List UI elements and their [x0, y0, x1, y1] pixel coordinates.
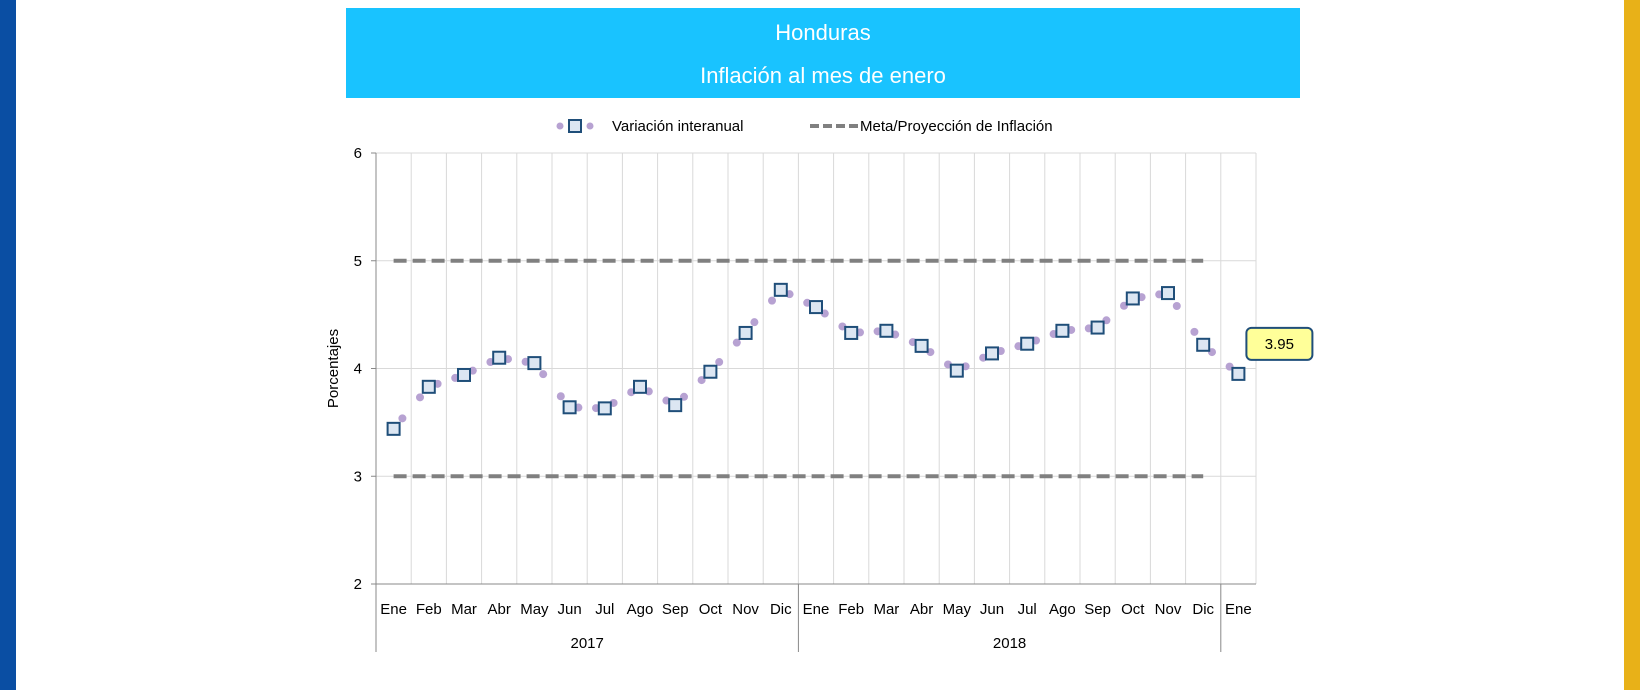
legend-series-marker: [568, 119, 582, 133]
x-tick-label: Jun: [980, 601, 1004, 618]
x-tick-label: Ago: [1049, 601, 1076, 618]
series-point: [985, 346, 999, 361]
series-point: [809, 300, 823, 315]
x-tick-label: Sep: [662, 601, 689, 618]
x-tick-label: Abr: [488, 601, 511, 618]
series-point: [457, 367, 471, 382]
x-tick-label: Feb: [838, 601, 864, 618]
series-point: [1161, 286, 1175, 301]
series-point: [844, 325, 859, 340]
y-tick-label: 2: [354, 576, 362, 593]
x-tick-label: Oct: [1121, 601, 1145, 618]
x-tick-label: Ene: [803, 601, 830, 618]
series-point: [668, 398, 683, 413]
series-dot: [556, 392, 565, 401]
series-point: [562, 400, 577, 415]
series-dot: [398, 414, 407, 423]
x-tick-label: Jun: [558, 601, 582, 618]
x-tick-label: Ene: [380, 601, 407, 618]
x-tick-label: May: [520, 601, 549, 618]
series-point: [1055, 323, 1070, 338]
series-point: [1231, 366, 1246, 381]
x-tick-label: Mar: [873, 601, 899, 618]
value-callout-label: 3.95: [1265, 336, 1294, 353]
legend-target-label: Meta/Proyección de Inflación: [860, 118, 1053, 135]
y-tick-label: 4: [354, 361, 362, 378]
x-tick-label: Ago: [627, 601, 654, 618]
x-tick-label: May: [943, 601, 972, 618]
series-point: [1020, 336, 1035, 351]
x-tick-label: Nov: [1155, 601, 1182, 618]
series-dot: [715, 358, 724, 367]
x-tick-label: Abr: [910, 601, 933, 618]
series-point: [492, 350, 507, 365]
x-tick-label: Nov: [732, 601, 759, 618]
series-dot: [1190, 327, 1199, 336]
x-tick-label: Dic: [770, 601, 792, 618]
series-point: [597, 401, 612, 416]
chart-subtitle: Inflación al mes de enero: [700, 63, 946, 88]
x-tick-label: Ene: [1225, 601, 1252, 618]
series-point: [879, 323, 894, 338]
x-tick-label: Sep: [1084, 601, 1111, 618]
year-label: 2017: [571, 635, 604, 652]
series-point: [1090, 320, 1105, 335]
series-point: [1196, 337, 1211, 352]
series-point: [703, 364, 718, 379]
title-banner: Honduras Inflación al mes de enero: [346, 8, 1300, 98]
series-point: [421, 379, 436, 394]
x-tick-label: Oct: [699, 601, 723, 618]
x-tick-label: Jul: [1018, 601, 1037, 618]
left-accent-stripe: [0, 0, 16, 690]
x-tick-label: Dic: [1192, 601, 1214, 618]
x-tick-label: Mar: [451, 601, 477, 618]
series-point: [738, 325, 753, 340]
series-dot: [1172, 302, 1181, 311]
value-callout-box: [1245, 326, 1314, 361]
legend-series-dot: [586, 122, 594, 130]
x-tick-label: Jul: [595, 601, 614, 618]
series-point: [773, 282, 788, 297]
y-tick-label: 5: [354, 253, 362, 270]
series-point: [949, 363, 964, 378]
y-tick-label: 3: [354, 468, 362, 485]
series-dot: [750, 318, 759, 327]
chart-country-title: Honduras: [775, 20, 871, 45]
series-dot: [539, 370, 548, 379]
series-point: [914, 338, 929, 353]
legend-series-label: Variación interanual: [612, 118, 743, 135]
y-axis-label: Porcentajes: [325, 329, 342, 408]
series-dot: [416, 393, 424, 402]
series-dot: [768, 296, 776, 305]
right-accent-stripe: [1624, 0, 1640, 690]
x-tick-label: Feb: [416, 601, 442, 618]
year-label: 2018: [993, 635, 1026, 652]
series-point: [386, 421, 401, 436]
series-dot: [732, 338, 741, 347]
series-point: [1125, 291, 1140, 306]
legend-series-dot: [556, 122, 564, 130]
series-point: [633, 379, 647, 394]
y-tick-label: 6: [354, 145, 362, 162]
series-point: [527, 356, 542, 371]
